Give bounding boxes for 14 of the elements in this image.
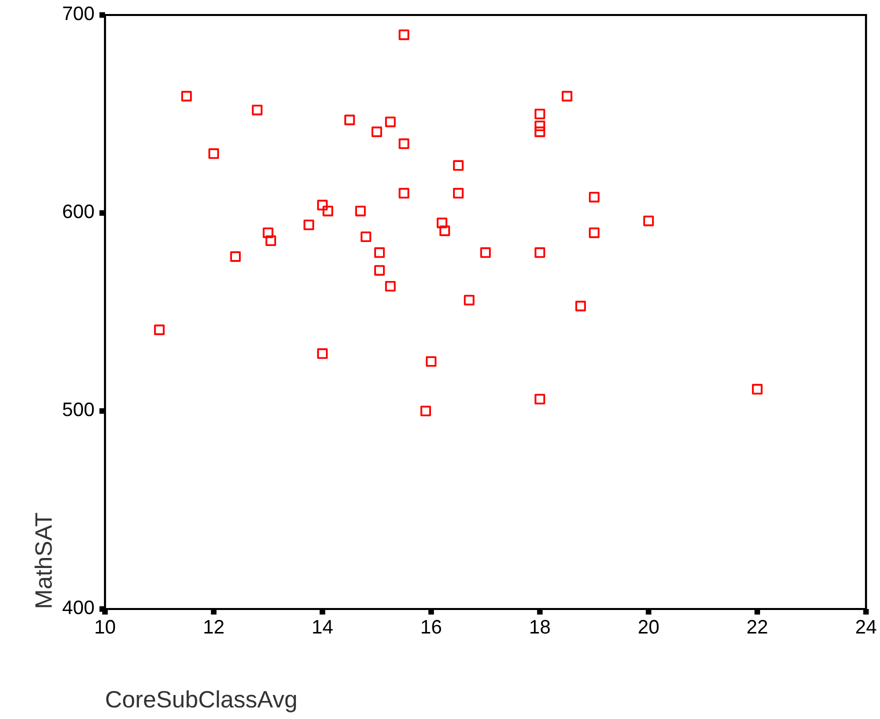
y-tick-label: 500	[62, 402, 94, 416]
x-axis-title: CoreSubClassAvg	[106, 690, 296, 712]
x-tick-label: 14	[313, 620, 333, 634]
x-tick-label: 10	[96, 620, 116, 634]
x-tick-label: 18	[530, 620, 550, 634]
y-tick-label: 400	[62, 600, 94, 614]
x-tick-label: 16	[422, 620, 442, 634]
y-tick-label: 600	[63, 204, 94, 218]
x-tick-label: 12	[204, 620, 224, 634]
y-axis-title: MathSAT	[34, 512, 52, 608]
y-tick-label: 700	[63, 6, 94, 20]
x-tick-label: 24	[856, 620, 876, 634]
x-tick-label: 20	[638, 620, 659, 634]
x-tick-label: 22	[747, 620, 768, 634]
